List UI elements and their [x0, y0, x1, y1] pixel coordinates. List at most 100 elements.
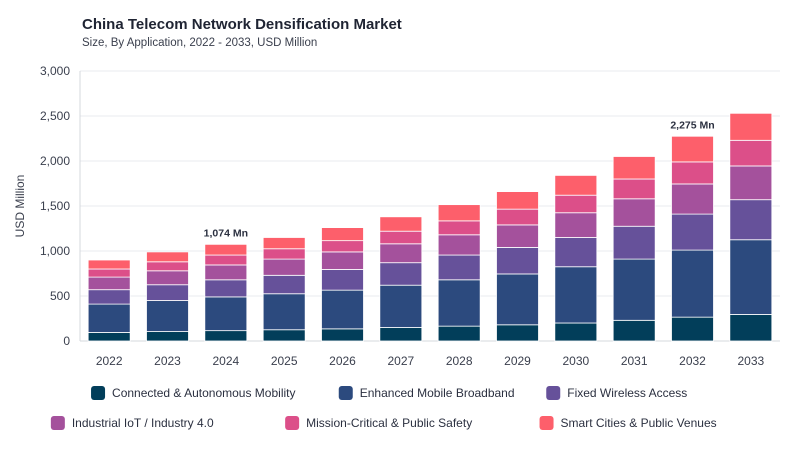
- x-tick-label: 2032: [679, 354, 706, 368]
- bar-segment: [671, 213, 714, 251]
- bar-stack-2026: [321, 227, 364, 342]
- x-tick-label: 2026: [329, 354, 356, 368]
- x-tick-label: 2024: [212, 354, 239, 368]
- y-tick-label: 500: [50, 289, 70, 303]
- legend-swatch: [91, 386, 106, 400]
- legend-item: Mission-Critical & Public Safety: [285, 416, 472, 430]
- y-axis-label: USD Million: [13, 175, 27, 238]
- bar-segment: [262, 293, 306, 331]
- bar-segment: [262, 258, 306, 276]
- x-tick-label: 2028: [446, 354, 473, 368]
- annotations: 1,074 Mn 2,275 Mn: [204, 119, 715, 239]
- bar-segment: [321, 251, 364, 270]
- bar-segment: [554, 322, 598, 342]
- bar-segment: [204, 243, 248, 256]
- bar-segment: [146, 300, 189, 332]
- bar-segment: [437, 325, 481, 342]
- legend-label: Smart Cities & Public Venues: [561, 416, 717, 430]
- bar-segment: [612, 258, 656, 321]
- bar-segment: [321, 289, 364, 330]
- bars: [87, 112, 773, 342]
- bar-segment: [496, 208, 539, 226]
- bar-stack-2027: [379, 216, 423, 342]
- x-tick-label: 2029: [504, 354, 531, 368]
- bar-segment: [379, 230, 423, 245]
- y-tick-label: 1,500: [40, 199, 70, 213]
- bar-segment: [204, 264, 248, 281]
- bar-segment: [437, 254, 481, 281]
- x-tick-label: 2027: [387, 354, 414, 368]
- bar-segment: [437, 204, 481, 222]
- bar-segment: [204, 279, 248, 298]
- legend-label: Enhanced Mobile Broadband: [360, 386, 515, 400]
- bar-segment: [671, 183, 714, 215]
- bar-segment: [321, 227, 364, 242]
- legend-item: Enhanced Mobile Broadband: [338, 386, 515, 400]
- x-tick-label: 2025: [271, 354, 298, 368]
- y-axis: 0 500 1,000 1,500 2,000 2,500 3,000: [40, 64, 780, 348]
- bar-segment: [496, 246, 539, 275]
- legend-label: Industrial IoT / Industry 4.0: [72, 416, 214, 430]
- bar-stack-2024: [204, 243, 248, 342]
- bar-segment: [87, 289, 131, 305]
- x-tick-label: 2033: [737, 354, 764, 368]
- bar-segment: [729, 199, 773, 241]
- bar-segment: [496, 324, 539, 342]
- bar-segment: [729, 314, 773, 342]
- bar-segment: [146, 270, 189, 286]
- bar-segment: [437, 220, 481, 236]
- bar-segment: [437, 234, 481, 256]
- legend-item: Smart Cities & Public Venues: [539, 416, 717, 430]
- bar-stack-2022: [87, 259, 131, 342]
- bar-segment: [262, 329, 306, 342]
- legend-item: Fixed Wireless Access: [546, 386, 687, 400]
- bar-segment: [87, 259, 131, 270]
- y-tick-label: 1,000: [40, 244, 70, 258]
- bar-segment: [262, 274, 306, 295]
- legend-swatch: [285, 416, 300, 430]
- x-tick-label: 2031: [621, 354, 648, 368]
- chart-subtitle: Size, By Application, 2022 - 2033, USD M…: [82, 37, 317, 49]
- legend-swatch: [546, 386, 561, 400]
- bar-segment: [554, 212, 598, 238]
- bar-segment: [671, 249, 714, 318]
- bar-segment: [612, 178, 656, 200]
- legend-swatch: [338, 386, 353, 400]
- x-tick-label: 2030: [562, 354, 589, 368]
- legend-label: Mission-Critical & Public Safety: [306, 416, 472, 430]
- bar-segment: [729, 239, 773, 315]
- data-label: 1,074 Mn: [204, 227, 248, 239]
- grid: [80, 70, 780, 342]
- bar-stack-2023: [146, 251, 189, 342]
- bar-segment: [496, 224, 539, 248]
- y-tick-label: 2,500: [40, 109, 70, 123]
- bar-segment: [321, 240, 364, 253]
- legend-item: Connected & Autonomous Mobility: [91, 386, 296, 400]
- y-tick-label: 3,000: [40, 64, 70, 78]
- bar-segment: [437, 279, 481, 327]
- bar-segment: [87, 276, 131, 291]
- bar-segment: [379, 216, 423, 232]
- bar-segment: [87, 332, 131, 342]
- bar-segment: [87, 303, 131, 333]
- bar-stack-2028: [437, 204, 481, 342]
- bar-segment: [729, 139, 773, 167]
- bar-segment: [146, 261, 189, 272]
- bar-stack-2031: [612, 156, 656, 342]
- bar-segment: [262, 237, 306, 250]
- bar-segment: [87, 268, 131, 278]
- bar-segment: [496, 273, 539, 326]
- bar-segment: [729, 112, 773, 141]
- bar-segment: [146, 251, 189, 263]
- bar-segment: [204, 330, 248, 342]
- bar-segment: [671, 316, 714, 342]
- bar-segment: [146, 331, 189, 342]
- legend-swatch: [50, 416, 65, 430]
- legend-item: Industrial IoT / Industry 4.0: [50, 416, 214, 430]
- bar-stack-2032: [671, 135, 714, 342]
- y-tick-label: 0: [63, 334, 70, 348]
- bar-segment: [146, 284, 189, 301]
- legend: Connected & Autonomous Mobility Enhanced …: [50, 386, 717, 430]
- bar-segment: [379, 262, 423, 286]
